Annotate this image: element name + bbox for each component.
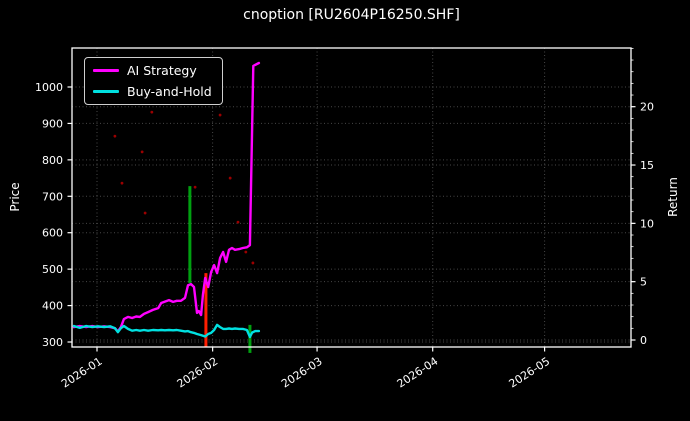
plot-border (71, 47, 632, 348)
scatter-dot (228, 176, 232, 180)
return-axis-label: Return (666, 177, 680, 217)
scatter-dot (251, 261, 255, 265)
return-tick-label: 20 (640, 101, 654, 114)
ai-strategy-line-swatch (93, 69, 119, 72)
chart-title: cnoption [RU2604P16250.SHF] (243, 7, 460, 23)
price-tick-label: 300 (42, 336, 63, 349)
scatter-dot (236, 220, 240, 224)
price-tick-label: 1000 (35, 81, 63, 94)
scatter-dot (218, 113, 222, 117)
price-tick-label: 400 (42, 300, 63, 313)
scatter-dot (113, 134, 117, 138)
return-tick-label: 0 (640, 334, 647, 347)
price-tick-label: 800 (42, 154, 63, 167)
month-tick-label: 2026-01 (59, 355, 105, 391)
return-tick-label: 15 (640, 159, 654, 172)
scatter-dot (143, 211, 147, 215)
scatter-dot (140, 150, 144, 154)
legend: AI Strategy Buy-and-Hold (84, 57, 223, 105)
price-axis-label: Price (8, 182, 22, 212)
month-tick-label: 2026-03 (279, 355, 325, 391)
scatter-dot (193, 185, 197, 189)
month-tick-label: 2026-02 (175, 355, 221, 391)
legend-item-buy-and-hold: Buy-and-Hold (93, 84, 212, 99)
month-tick-label: 2026-04 (395, 355, 441, 391)
legend-label-buy-and-hold: Buy-and-Hold (127, 84, 212, 99)
price-tick-label: 900 (42, 117, 63, 130)
series-line-1 (72, 323, 261, 339)
buy-and-hold-line-swatch (93, 90, 119, 93)
price-tick-label: 500 (42, 263, 63, 276)
month-tick-label: 2026-05 (507, 355, 553, 391)
scatter-dot (120, 181, 124, 185)
scatter-dot (244, 250, 248, 254)
return-tick-label: 5 (640, 276, 647, 289)
legend-label-ai-strategy: AI Strategy (127, 63, 197, 78)
price-tick-label: 600 (42, 227, 63, 240)
legend-item-ai-strategy: AI Strategy (93, 63, 212, 78)
scatter-dot (150, 110, 154, 114)
price-tick-label: 700 (42, 190, 63, 203)
return-tick-label: 10 (640, 217, 654, 230)
